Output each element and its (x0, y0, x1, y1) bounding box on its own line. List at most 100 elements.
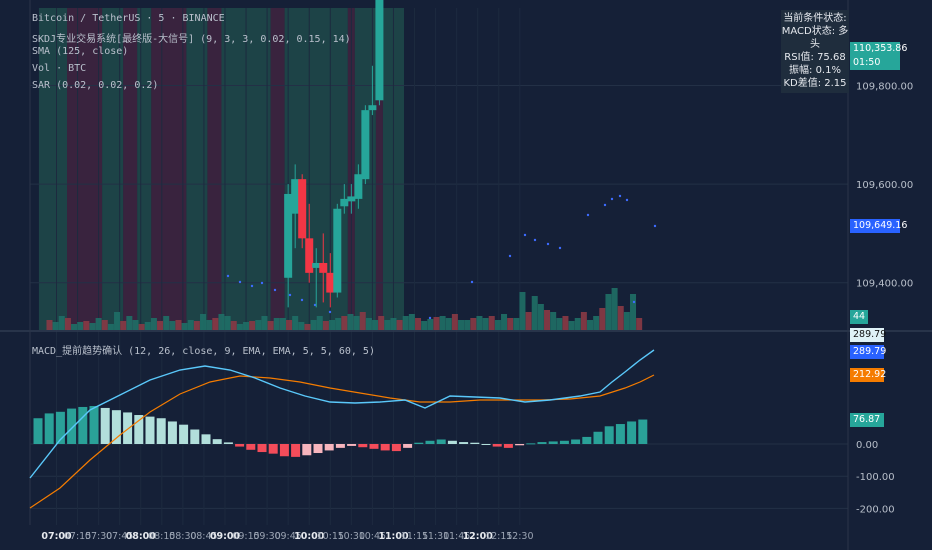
volume-bar (138, 324, 145, 330)
sar-dots (226, 194, 657, 320)
histogram-bar (358, 444, 368, 448)
histogram-bar (268, 444, 278, 454)
volume-bar (451, 314, 458, 330)
volume-bar (544, 310, 551, 330)
legend-indicator-skdj[interactable]: SKDJ专业交易系统[最终版-大信号] (9, 3, 3, 0.02, 0.15… (32, 34, 351, 45)
legend-symbol[interactable]: Bitcoin / TetherUS · 5 · BINANCE (32, 13, 225, 24)
volume-bar (537, 304, 544, 330)
time-tick-label: 08:00 (126, 531, 157, 542)
histogram-bar (425, 440, 435, 444)
sar-dot (250, 284, 254, 288)
volume-bar (464, 320, 471, 330)
legend-indicator-vol[interactable]: Vol · BTC (32, 63, 87, 74)
histogram-bar (33, 418, 43, 444)
sar-dot (533, 238, 537, 242)
histogram-bar (481, 444, 491, 445)
volume-bar (347, 314, 354, 330)
legend-indicator-sma[interactable]: SMA (125, close) (32, 46, 129, 57)
condition-info-box: 当前条件状态: MACD状态: 多头 RSI值: 75.68 振幅: 0.1% … (781, 10, 849, 93)
histogram-bar (55, 411, 65, 444)
candle-body (368, 105, 377, 111)
candle-body (340, 198, 349, 207)
time-tick-label: 11:15 (401, 531, 428, 542)
volume-bar (101, 320, 108, 330)
volume-bar (445, 318, 452, 330)
sar-dot (603, 203, 607, 207)
histogram-bar (604, 426, 614, 444)
macd-tick-label: -200.00 (856, 504, 895, 515)
histogram-bar (459, 442, 469, 444)
histogram-value-tag: 76.87 (850, 413, 884, 427)
info-box-macd: MACD状态: 多头 (781, 26, 849, 50)
time-tick-label: 09:30 (253, 531, 280, 542)
histogram-bar (515, 444, 525, 446)
candle-body (354, 174, 363, 199)
sar-price-tag: 109,649.16 (850, 219, 907, 233)
histogram-bar (279, 444, 289, 457)
signal-value-tag: 212.92 (850, 368, 886, 382)
volume-bar (396, 320, 403, 330)
histogram-bar (615, 424, 625, 444)
volume-bar (243, 322, 250, 330)
time-tick-label: 09:45 (274, 531, 301, 542)
volume-bar (365, 318, 372, 330)
volume-bar (378, 316, 385, 330)
signal-band (207, 8, 222, 330)
volume-bar (421, 321, 428, 330)
last-price-tag: 110,353.86 (850, 42, 907, 56)
volume-bar (310, 320, 317, 330)
volume-tag: 44 (850, 310, 868, 324)
volume-bar (550, 312, 557, 330)
histogram-bar (257, 444, 267, 453)
sar-dot (260, 281, 264, 285)
time-tick-label: 09:00 (210, 531, 241, 542)
volume-bar (181, 323, 188, 330)
legend-indicator-sar[interactable]: SAR (0.02, 0.02, 0.2) (32, 80, 159, 91)
candle-body (361, 110, 370, 180)
candle-countdown-tag: 01:50 (850, 56, 900, 70)
macd-value-tag: 289.79 (850, 345, 886, 359)
volume-bar (46, 320, 53, 330)
time-tick-label: 12:00 (463, 531, 494, 542)
time-tick-label: 08:30 (169, 531, 196, 542)
histogram-bar (190, 429, 200, 444)
volume-bar (322, 321, 329, 330)
volume-bar (519, 292, 526, 330)
volume-bar (200, 314, 207, 330)
volume-bar (169, 321, 176, 330)
histogram-bar (201, 434, 211, 444)
axes: 110,400.00110,200.00110,000.00109,800.00… (41, 82, 913, 543)
volume-bar (114, 312, 121, 330)
histogram-bar (403, 444, 413, 448)
histogram-bar (571, 439, 581, 444)
signal-band (186, 8, 208, 330)
volume-bar (587, 320, 594, 330)
price-tick-label: 109,400.00 (856, 279, 913, 290)
sar-dot (328, 310, 332, 314)
volume-bar (157, 321, 164, 330)
volume-bar (630, 294, 637, 330)
volume-bar (384, 320, 391, 330)
histogram-bar (369, 444, 379, 449)
volume-bar (71, 324, 78, 330)
volume-bar (298, 322, 305, 330)
volume-bar (292, 316, 299, 330)
time-tick-label: 10:00 (294, 531, 325, 542)
histogram-bar (111, 410, 121, 444)
volume-bar (458, 320, 465, 330)
volume-bar (482, 318, 489, 330)
signal-band (123, 8, 138, 330)
legend-indicator-macd[interactable]: MACD_提前趋势确认 (12, 26, close, 9, EMA, EMA,… (32, 346, 375, 357)
time-tick-label: 12:15 (485, 531, 512, 542)
volume-bar (513, 318, 520, 330)
volume-bar (89, 323, 96, 330)
time-tick-label: 10:30 (338, 531, 365, 542)
time-tick-label: 11:30 (422, 531, 449, 542)
volume-bar (507, 318, 514, 330)
sar-dot (610, 197, 614, 201)
histogram-bar (100, 407, 110, 444)
candle-body (305, 238, 314, 273)
histogram-bar (324, 444, 334, 451)
